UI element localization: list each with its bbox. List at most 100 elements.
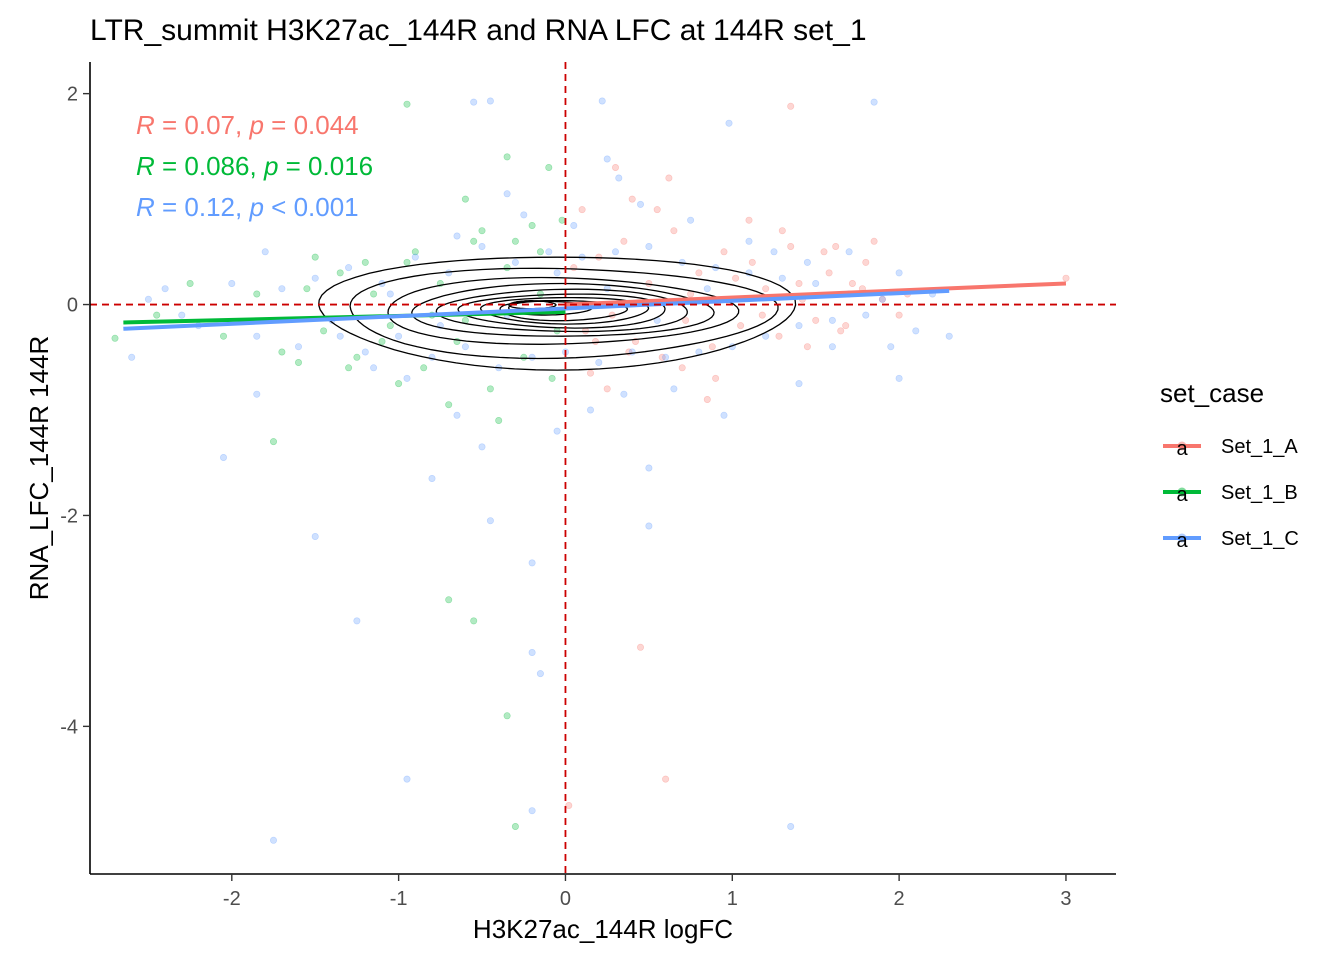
point-set-1-c-19 [511,258,519,266]
point-set-1-c-42 [895,269,903,277]
point-set-1-c-77 [670,385,678,393]
regression-lines [123,281,1067,331]
point-set-1-a-36 [586,369,594,377]
point-set-1-b-13 [420,364,428,372]
point-set-1-c-20 [528,353,536,361]
point-set-1-c-60 [528,648,536,656]
point-set-1-c-9 [345,264,353,272]
density-contour-4 [435,288,688,333]
point-set-1-c-98 [603,285,611,293]
fit-line-set-1-c [123,288,950,331]
legend: set_case a Set_1_Aa Set_1_Ba Set_1_C [1160,378,1299,552]
density-contour-6 [479,296,650,325]
legend-point [1177,441,1187,451]
point-set-1-c-53 [503,190,511,198]
point-set-1-a-27 [832,243,840,251]
legend-label: Set_1_B [1221,482,1298,504]
point-set-1-a-24 [878,295,886,303]
point-set-1-c-74 [553,427,561,435]
point-set-1-c-73 [895,374,903,382]
x-tick-label-3: 1 [727,888,738,910]
point-set-1-c-12 [395,332,403,340]
point-set-1-c-88 [261,248,269,256]
point-set-1-c-55 [353,617,361,625]
point-set-1-b-17 [486,385,494,393]
point-set-1-b-23 [461,195,469,203]
point-set-1-c-41 [878,295,886,303]
y-axis-title: RNA_LFC_144R 144R [24,336,54,600]
point-set-1-a-28 [803,343,811,351]
point-set-1-a-12 [720,248,728,256]
density-contour-3 [411,282,715,337]
point-set-1-b-34 [511,822,519,830]
point-set-1-c-79 [403,374,411,382]
point-set-1-c-93 [803,258,811,266]
legend-point [1177,533,1187,543]
density-contour-0 [318,256,797,371]
point-set-1-c-1 [161,285,169,293]
point-set-1-a-14 [748,258,756,266]
point-set-1-c-16 [461,343,469,351]
point-set-1-c-72 [828,343,836,351]
point-set-1-b-36 [411,248,419,256]
point-set-1-a-4 [620,237,628,245]
point-set-1-a-47 [703,395,711,403]
point-set-1-b-28 [395,380,403,388]
legend-item-set-1-c: a Set_1_C [1163,528,1299,552]
point-set-1-b-27 [445,401,453,409]
point-set-1-c-49 [870,98,878,106]
point-set-1-b-29 [345,364,353,372]
point-set-1-c-101 [887,343,895,351]
x-axis-title: H3K27ac_144R logFC [473,914,733,944]
point-set-1-c-24 [595,358,603,366]
point-set-1-c-97 [386,290,394,298]
point-set-1-a-31 [712,374,720,382]
correlation-stats: R = 0.07, p = 0.044 R = 0.086, p = 0.016 R… [136,110,373,222]
point-set-1-a-46 [662,775,670,783]
point-set-1-a-11 [708,343,716,351]
density-contour-1 [349,267,779,360]
point-set-1-c-17 [478,243,486,251]
point-set-1-a-10 [695,269,703,277]
point-set-1-c-94 [553,269,561,277]
point-set-1-a-26 [870,237,878,245]
point-set-1-a-29 [778,227,786,235]
point-set-1-a-50 [591,337,599,345]
point-set-1-c-83 [687,216,695,224]
point-set-1-c-100 [845,248,853,256]
point-set-1-c-91 [336,332,344,340]
point-set-1-b-20 [536,248,544,256]
point-set-1-c-56 [428,474,436,482]
point-set-1-a-22 [848,279,856,287]
point-set-1-a-17 [787,243,795,251]
axes: -2 -1 0 1 2 3 2 0 -2 -4 [60,62,1116,910]
point-set-1-c-62 [645,522,653,530]
point-set-1-c-5 [278,285,286,293]
point-set-1-c-82 [636,200,644,208]
point-set-1-c-48 [598,97,606,105]
point-set-1-c-10 [361,348,369,356]
point-set-1-b-3 [220,332,228,340]
point-set-1-a-20 [825,269,833,277]
point-set-1-b-7 [320,327,328,335]
point-set-1-b-22 [558,216,566,224]
point-set-1-a-7 [658,353,666,361]
point-set-1-b-33 [503,712,511,720]
point-set-1-a-13 [737,322,745,330]
point-set-1-a-49 [1062,274,1070,282]
y-tick-label-3: -4 [60,716,78,738]
point-set-1-a-8 [670,227,678,235]
stat-set-1-b: R = 0.086, p = 0.016 [136,151,373,181]
point-set-1-c-67 [269,836,277,844]
point-set-1-a-16 [775,332,783,340]
point-set-1-c-34 [762,332,770,340]
point-set-1-a-33 [653,206,661,214]
point-set-1-b-5 [278,348,286,356]
chart-title: LTR_summit H3K27ac_144R and RNA LFC at 1… [90,14,867,47]
point-set-1-a-42 [842,322,850,330]
point-set-1-c-57 [478,443,486,451]
scatter-points [111,97,1070,844]
point-set-1-c-92 [703,285,711,293]
point-set-1-c-59 [528,559,536,567]
point-set-1-c-25 [611,248,619,256]
